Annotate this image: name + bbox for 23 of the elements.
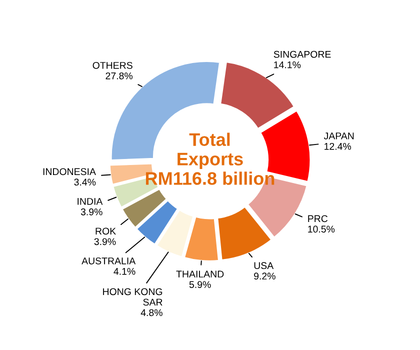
slice-label: ROK — [96, 228, 116, 235]
slice-label: USA — [254, 262, 274, 270]
data-label: 10.5% — [308, 226, 335, 233]
data-label: 4.8% — [140, 309, 162, 316]
slice-label: SINGAPORE — [274, 50, 331, 58]
data-label: 12.4% — [324, 142, 352, 150]
data-label: 14.1% — [274, 61, 301, 68]
slice-label: THAILAND — [176, 270, 224, 278]
slice-label: HONG KONG SAR — [103, 288, 162, 306]
data-label: 3.9% — [80, 208, 102, 216]
data-label: 9.2% — [254, 272, 276, 280]
data-label: 27.8% — [106, 72, 133, 80]
data-label: 5.9% — [189, 281, 211, 288]
data-label: 3.9% — [94, 238, 116, 246]
text: Total Exports RM116.8 billion — [146, 132, 274, 185]
data-label: 3.4% — [74, 178, 96, 186]
slice-label: JAPAN — [324, 132, 354, 140]
slice-label: AUSTRALIA — [82, 257, 136, 264]
slice-label: PRC — [308, 215, 328, 222]
data-label: 4.1% — [114, 268, 136, 275]
slice-label: OTHERS — [92, 62, 132, 69]
slice-label: INDONESIA — [43, 168, 96, 176]
slice-label: INDIA — [78, 198, 103, 205]
